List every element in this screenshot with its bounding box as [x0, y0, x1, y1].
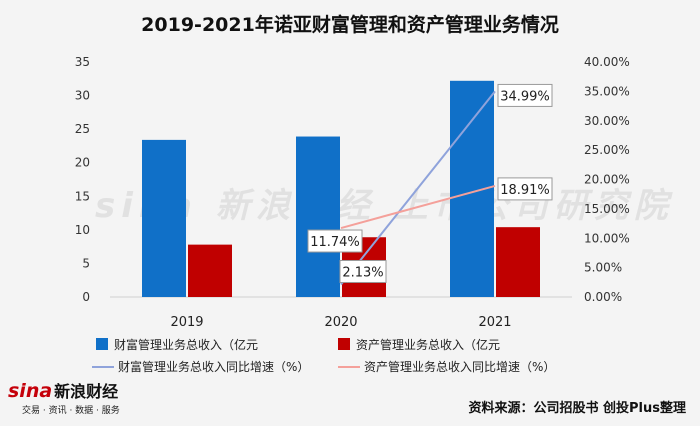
logo-name: 新浪财经 [54, 382, 119, 401]
asset-bar [496, 227, 540, 297]
wealth-growth-label: 2.13% [342, 265, 383, 280]
wealth-growth-label: 34.99% [500, 89, 550, 104]
left-axis-tick: 35 [75, 55, 90, 69]
wealth-bar [296, 136, 340, 297]
right-axis-tick: 5.00% [584, 261, 622, 275]
right-axis-tick: 35.00% [584, 84, 630, 98]
right-axis-tick: 40.00% [584, 55, 630, 69]
x-axis-tick: 2020 [324, 315, 357, 330]
sina-finance-logo: sina 新浪财经 交易 · 资讯 · 数据 · 服务 [8, 378, 120, 416]
right-axis-tick: 20.00% [584, 173, 630, 187]
chart-title: 2019-2021年诺亚财富管理和资产管理业务情况 [141, 14, 559, 36]
left-axis-tick: 5 [82, 256, 90, 270]
asset-growth-label: 11.74% [310, 235, 360, 250]
right-axis-tick: 25.00% [584, 143, 630, 157]
x-axis-tick: 2021 [478, 315, 511, 330]
left-axis-tick: 0 [82, 290, 90, 304]
wealth-bar [142, 139, 186, 297]
logo-brand: sina [8, 380, 53, 402]
right-axis-tick: 10.00% [584, 231, 630, 245]
asset-growth-label-box [497, 177, 553, 201]
wealth-growth-line [340, 90, 496, 286]
asset-growth-label-box [307, 229, 363, 253]
wealth-growth-label-box [339, 259, 387, 283]
source-note: 资料来源：公司招股书 创投Plus整理 [468, 401, 686, 416]
wealth-growth-label-box [497, 83, 553, 107]
left-axis-tick: 20 [75, 156, 90, 170]
legend-wealth-line-label: 财富管理业务总收入同比增速（%） [118, 359, 309, 374]
left-axis-tick: 25 [75, 122, 90, 136]
legend-asset-bar-swatch [338, 338, 350, 350]
legend-wealth-bar-swatch [96, 338, 108, 350]
legend-asset-bar-label: 资产管理业务总收入（亿元 [356, 337, 500, 352]
legend-asset-line-label: 资产管理业务总收入同比增速（%） [364, 359, 555, 374]
asset-bar [188, 244, 232, 297]
legend-wealth-bar-label: 财富管理业务总收入（亿元 [114, 337, 258, 352]
left-axis-tick: 10 [75, 223, 90, 237]
asset-growth-line [340, 184, 496, 229]
right-axis-tick: 0.00% [584, 290, 622, 304]
asset-growth-label: 18.91% [500, 183, 550, 198]
right-axis-tick: 30.00% [584, 114, 630, 128]
left-axis-tick: 30 [75, 89, 90, 103]
x-axis-tick: 2019 [170, 315, 203, 330]
right-axis-tick: 15.00% [584, 202, 630, 216]
left-axis-tick: 15 [75, 189, 90, 203]
logo-tagline: 交易 · 资讯 · 数据 · 服务 [22, 406, 120, 416]
